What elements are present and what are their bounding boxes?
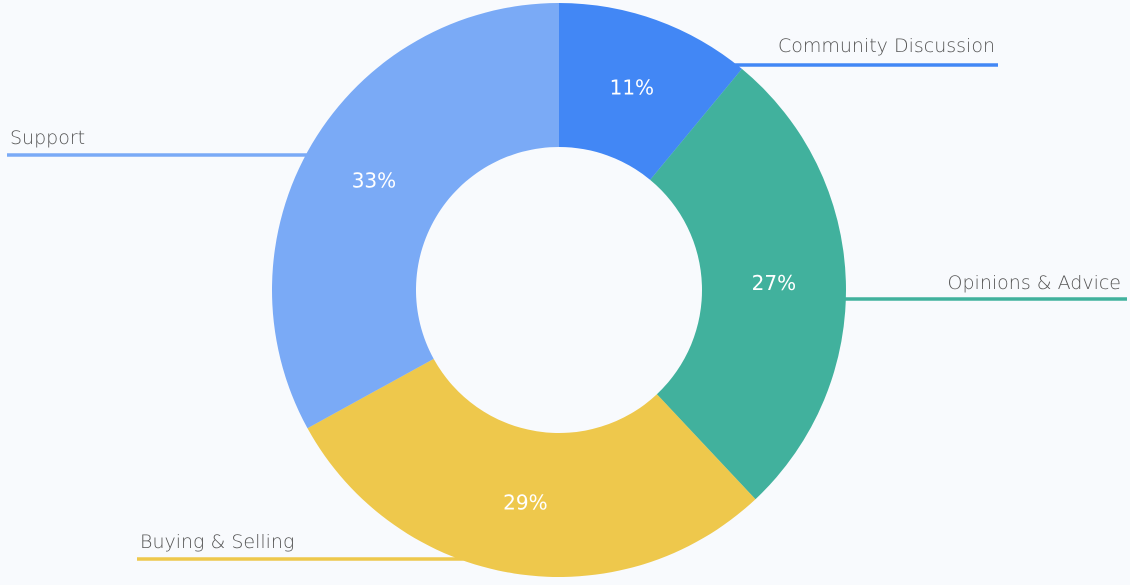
slice-buying-selling[interactable]: [307, 358, 756, 577]
category-label-community-discussion: Community Discussion: [778, 35, 995, 57]
value-label-buying-selling: 29%: [503, 490, 547, 514]
category-label-buying-selling: Buying & Selling: [140, 531, 294, 553]
slice-opinions-advice[interactable]: [650, 68, 847, 500]
category-label-opinions-advice: Opinions & Advice: [948, 272, 1121, 294]
value-label-community-discussion: 11%: [610, 76, 654, 100]
value-label-support: 33%: [352, 169, 396, 193]
slice-support[interactable]: [271, 3, 559, 429]
category-label-support: Support: [10, 127, 85, 149]
slice-community-discussion[interactable]: [559, 3, 742, 180]
value-label-opinions-advice: 27%: [752, 271, 796, 295]
